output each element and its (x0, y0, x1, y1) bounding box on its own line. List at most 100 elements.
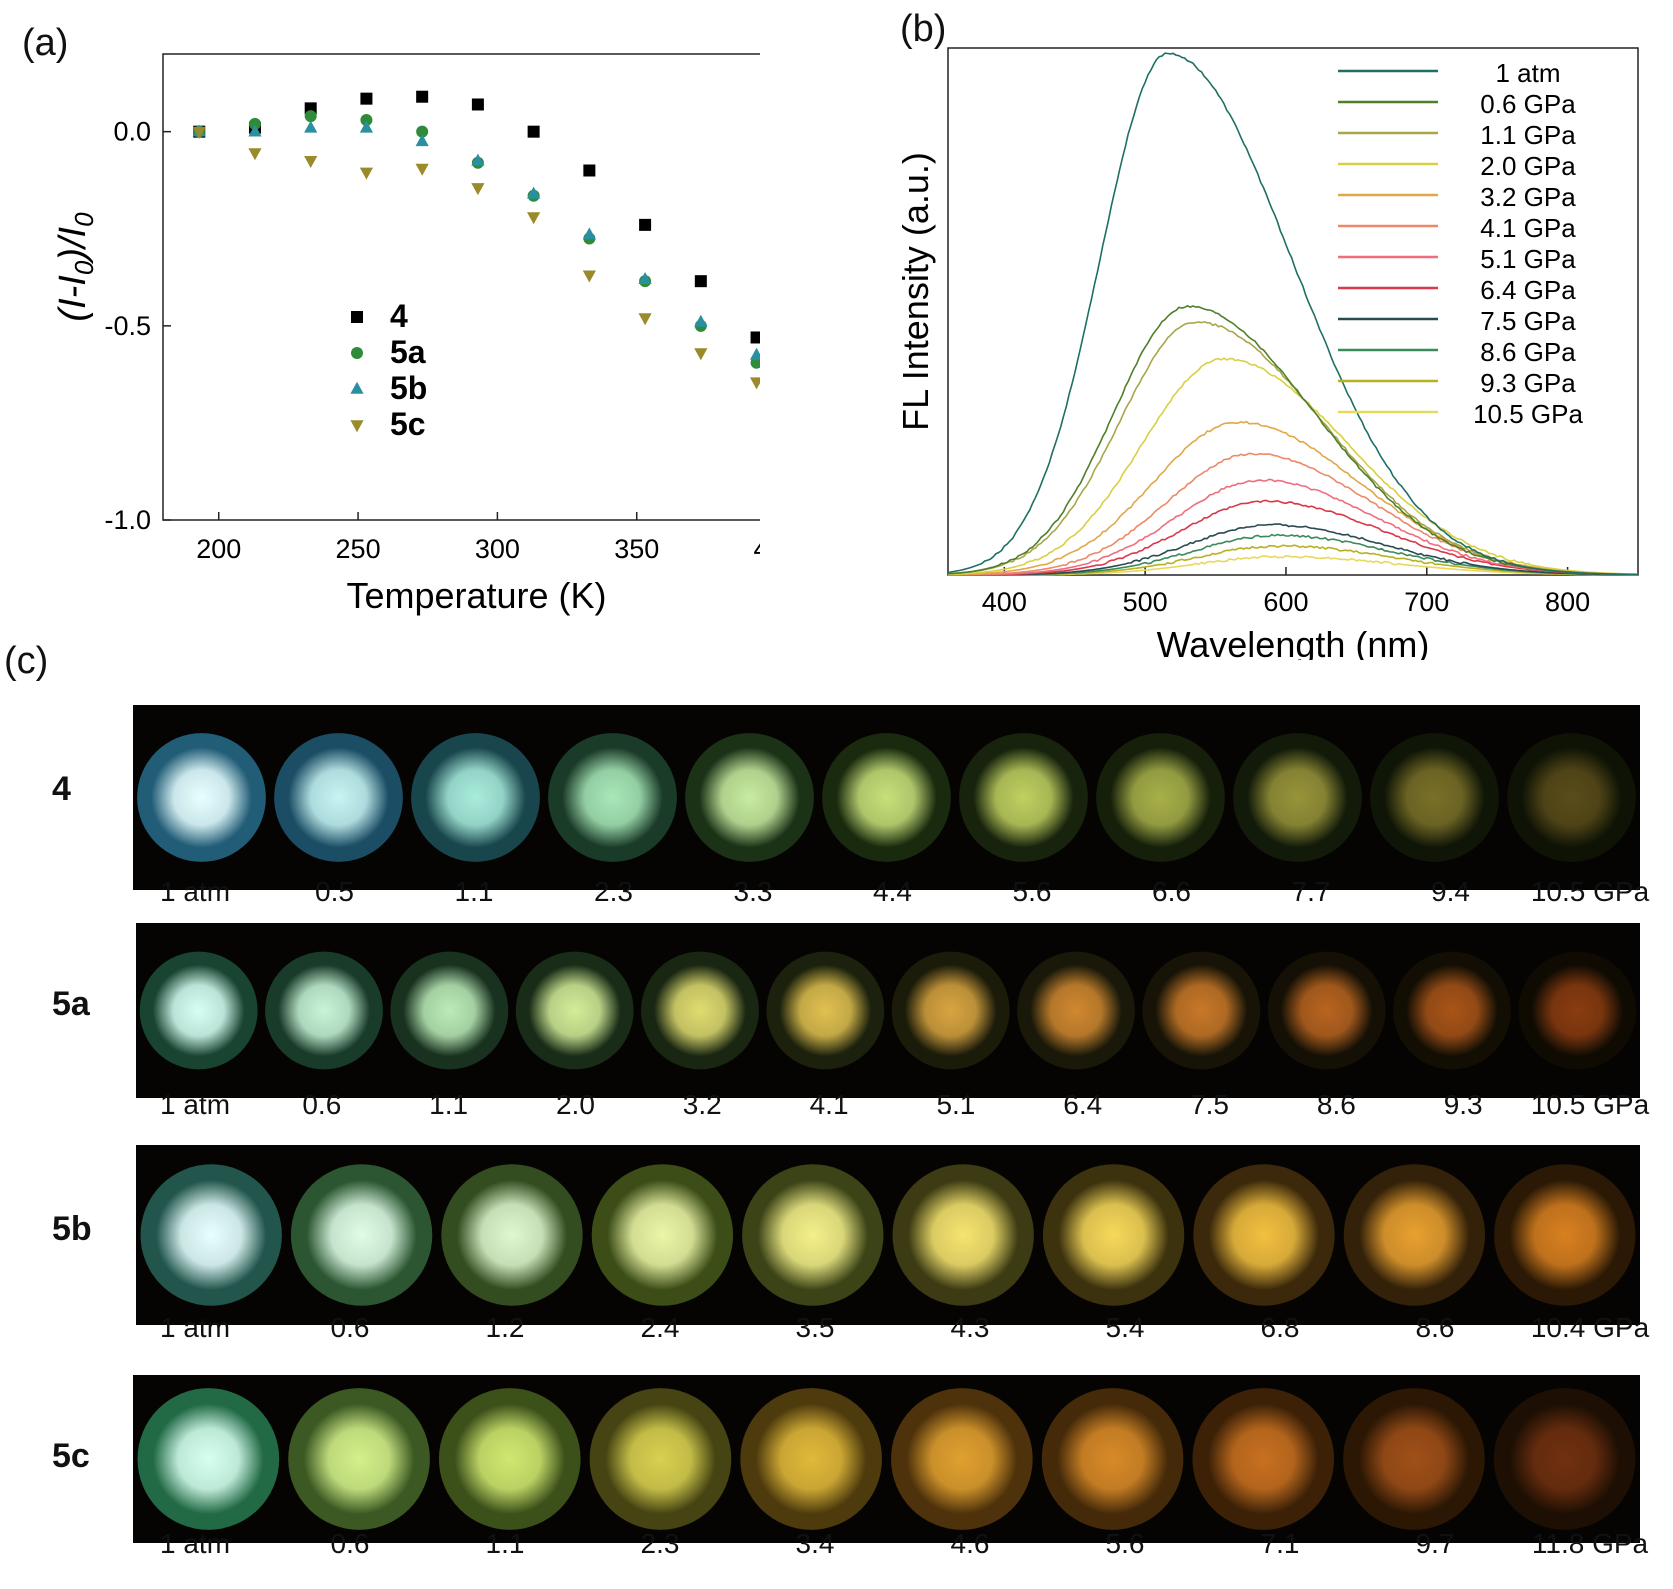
legend-label-5.1-GPa: 5.1 GPa (1480, 244, 1576, 274)
legend-marker-5c (350, 420, 364, 433)
sample-glow-5b-6 (1058, 1179, 1169, 1291)
pressure-label-5c-8: 9.7 (1415, 1528, 1455, 1559)
sample-glow-5c-4 (755, 1403, 867, 1515)
pressure-label-5c-3: 2.3 (640, 1528, 680, 1559)
pressure-label-4-8: 7.7 (1291, 876, 1331, 907)
pressure-label-5a-8: 7.5 (1190, 1089, 1229, 1120)
pressure-label-5b-1: 0.6 (330, 1312, 370, 1343)
x-tick-label-2: 300 (475, 534, 520, 564)
pressure-label-5b-5: 4.3 (950, 1312, 990, 1343)
sample-glow-4-6 (973, 747, 1074, 848)
data-point-5b-233 (304, 120, 318, 133)
sample-glow-5b-8 (1359, 1179, 1470, 1291)
photo-strip-svg-5b (140, 1164, 1636, 1306)
data-point-5c-313 (527, 212, 541, 225)
panel-c-letter: (c) (4, 640, 49, 682)
legend-label-5a: 5a (390, 334, 426, 370)
photo-strip-5c (133, 1375, 1640, 1543)
pressure-label-5c-4: 3.4 (795, 1528, 835, 1559)
sample-glow-5b-7 (1208, 1179, 1320, 1291)
pressure-label-5b-4: 3.5 (795, 1312, 835, 1343)
sample-glow-4-4 (699, 747, 800, 848)
sample-glow-5c-9 (1509, 1403, 1620, 1515)
legend-label-5b: 5b (390, 370, 427, 406)
sample-glow-4-10 (1521, 747, 1622, 848)
pressure-label-5b-9: 10.4 GPa (1530, 1312, 1650, 1343)
sample-glow-4-1 (288, 747, 389, 848)
photo-strip-4 (133, 705, 1640, 890)
x-tick-label-0: 200 (196, 534, 241, 564)
x-axis-label-b: Wavelength (nm) (1157, 624, 1430, 660)
pressure-label-5c-0: 1 atm (159, 1528, 231, 1559)
sample-glow-5a-5 (779, 964, 872, 1057)
data-point-5c-233 (304, 155, 318, 168)
legend-label-0.6-GPa: 0.6 GPa (1480, 89, 1576, 119)
y-axis-label: (I-I0)/I0 (52, 212, 99, 322)
sample-glow-5a-2 (403, 964, 496, 1057)
legend-label-7.5-GPa: 7.5 GPa (1480, 306, 1576, 336)
pressure-label-5a-2: 1.1 (429, 1089, 469, 1120)
pressure-label-5a-1: 0.6 (302, 1089, 342, 1120)
data-point-5c-333 (582, 270, 596, 283)
x-tick-label-4: 400 (754, 534, 760, 564)
data-point-4-333 (583, 164, 596, 177)
sample-glow-5c-8 (1358, 1403, 1470, 1515)
data-point-5c-293 (471, 183, 485, 196)
spectrum-7.5-GPa (948, 523, 1638, 576)
pressure-label-5c-2: 1.1 (485, 1528, 525, 1559)
data-point-5a-213 (248, 117, 261, 130)
sample-glow-5c-3 (605, 1403, 716, 1515)
pressure-label-5a-4: 3.2 (682, 1089, 722, 1120)
legend-label-8.6-GPa: 8.6 GPa (1480, 337, 1576, 367)
spectrum-6.4-GPa (948, 499, 1638, 576)
data-point-5a-253 (360, 114, 373, 127)
photo-strip-5a (136, 923, 1640, 1098)
photo-strip-svg-5a (139, 951, 1637, 1070)
sample-glow-5a-6 (904, 964, 997, 1057)
data-point-5b-253 (359, 120, 374, 133)
data-point-5c-253 (359, 167, 374, 180)
sample-glow-4-0 (151, 747, 252, 848)
y-tick-label-0: 0.0 (113, 117, 151, 147)
data-point-5b-373 (694, 314, 708, 327)
pressure-label-4-10: 10.5 GPa (1530, 876, 1650, 907)
legend-marker-5a (351, 347, 363, 359)
legend-label-10.5-GPa: 10.5 GPa (1473, 399, 1583, 429)
sample-glow-5b-1 (306, 1179, 417, 1291)
sample-glow-5c-6 (1057, 1403, 1168, 1515)
pressure-label-5c-5: 4.6 (950, 1528, 990, 1559)
pressure-label-4-2: 1.1 (454, 876, 494, 907)
sample-glow-4-5 (836, 747, 937, 848)
data-point-5c-353 (638, 313, 652, 326)
pressure-label-5a-6: 5.1 (936, 1089, 976, 1120)
pressure-label-4-3: 2.3 (594, 876, 633, 907)
chart-b-fl-spectra: 400 500 600 700 800 Wavelength (nm) FL Intensi… (895, 47, 1639, 660)
pressure-label-5b-6: 5.4 (1105, 1312, 1145, 1343)
data-point-5b-333 (582, 227, 596, 240)
sample-glow-5a-4 (654, 964, 746, 1057)
pressure-label-4-6: 5.6 (1012, 876, 1052, 907)
pressure-label-5a-0: 1 atm (159, 1089, 231, 1120)
sample-glow-5a-11 (1531, 964, 1624, 1057)
pressure-label-5a-11: 10.5 GPa (1530, 1089, 1650, 1120)
spectrum-2.0-GPa (947, 357, 1639, 576)
pressure-label-5b-0: 1 atm (159, 1312, 231, 1343)
x-axis-label: Temperature (K) (346, 575, 606, 616)
series-5a (193, 110, 760, 369)
data-point-5b-213 (248, 124, 262, 137)
legend-label-4: 4 (390, 298, 408, 334)
data-point-4-253 (360, 92, 373, 105)
sample-glow-5b-3 (607, 1179, 718, 1291)
x-tick-label-3: 350 (614, 534, 659, 564)
y-tick-label-2: -1.0 (104, 505, 151, 535)
sample-glow-4-8 (1247, 747, 1348, 848)
sample-glow-4-2 (425, 747, 526, 848)
sample-glow-5a-9 (1280, 964, 1373, 1057)
photo-row-label-5b: 5b (52, 1210, 92, 1248)
x-tick-label-b-3: 700 (1404, 587, 1449, 617)
pressure-label-5b-8: 8.6 (1415, 1312, 1455, 1343)
panel-a-letter: (a) (22, 22, 69, 64)
data-point-5c-393 (749, 377, 760, 390)
sample-glow-5b-4 (757, 1179, 868, 1291)
spectrum-1-atm (947, 52, 1638, 576)
